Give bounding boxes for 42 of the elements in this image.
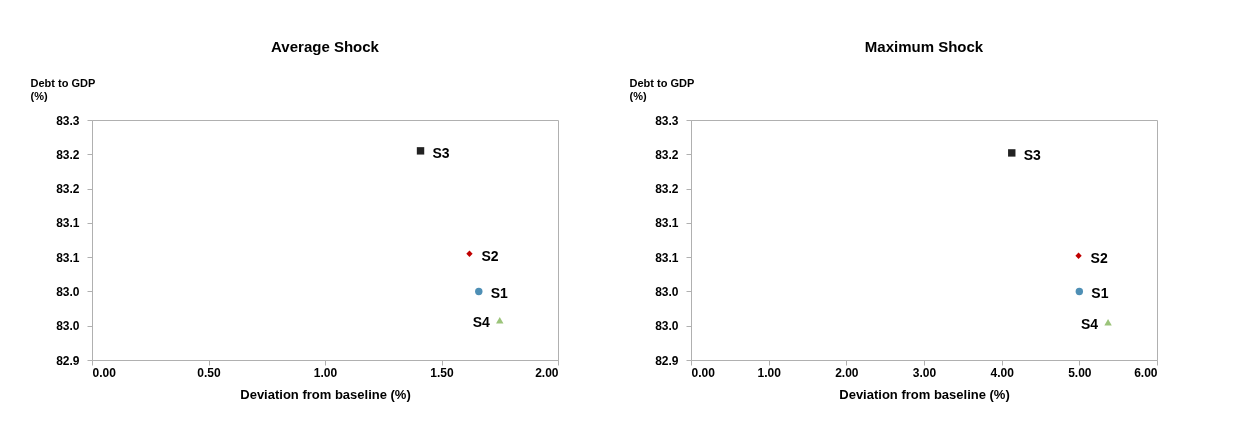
y-tick-label: 83.2 [56, 147, 80, 162]
x-tick-label: 0.00 [691, 365, 716, 380]
x-tick-label: 0.00 [92, 365, 117, 380]
x-axis-title: Deviation from baseline (%) [240, 386, 411, 402]
y-tick-label: 83.3 [56, 113, 80, 128]
x-tick-label: 4.00 [990, 365, 1015, 380]
x-axis-title: Deviation from baseline (%) [839, 386, 1010, 402]
chart-title: Maximum Shock [864, 38, 984, 55]
series-label: S2 [1090, 249, 1108, 266]
y-tick-label: 82.9 [655, 353, 679, 368]
series-label: S1 [490, 285, 509, 302]
y-tick-label: 83.1 [655, 216, 679, 231]
x-tick-label: 2.00 [835, 365, 859, 380]
series-label: S1 [1091, 285, 1109, 302]
x-tick-label: 0.50 [197, 365, 221, 380]
y-tick-label: 83.1 [56, 216, 80, 231]
y-tick-label: 83.2 [655, 147, 679, 162]
y-tick-label: 83.2 [655, 182, 679, 197]
x-tick-label: 1.00 [313, 365, 338, 380]
series-label: S4 [1080, 316, 1099, 333]
x-tick-label: 2.00 [535, 365, 559, 380]
y-axis-title: Debt to GDP (%) [30, 76, 96, 102]
x-tick-label: 1.50 [430, 365, 454, 380]
x-tick-label: 5.00 [1068, 365, 1092, 380]
y-tick-label: 83.0 [56, 319, 80, 334]
series-label: S3 [1023, 146, 1042, 163]
y-tick-label: 83.0 [56, 284, 80, 299]
x-tick-label: 3.00 [912, 365, 937, 380]
y-tick-label: 83.1 [56, 250, 80, 265]
series-label: S4 [472, 314, 490, 331]
y-tick-label: 83.0 [655, 319, 679, 334]
series-label: S2 [481, 247, 499, 264]
y-tick-label: 83.0 [655, 284, 679, 299]
y-tick-label: 83.2 [56, 182, 80, 197]
y-axis-title: Debt to GDP (%) [629, 76, 695, 102]
series-label: S3 [432, 144, 450, 161]
y-tick-label: 82.9 [56, 353, 80, 368]
x-tick-label: 6.00 [1134, 365, 1158, 380]
chart-title: Average Shock [271, 38, 380, 55]
x-tick-label: 1.00 [757, 365, 782, 380]
y-tick-label: 83.1 [655, 250, 679, 265]
y-tick-label: 83.3 [655, 113, 679, 128]
